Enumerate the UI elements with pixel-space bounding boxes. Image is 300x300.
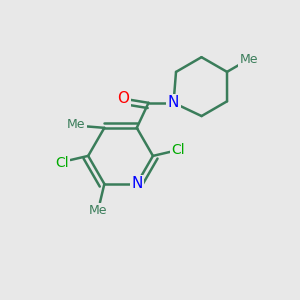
Text: O: O <box>118 91 130 106</box>
Text: N: N <box>168 95 179 110</box>
Text: N: N <box>131 176 142 191</box>
Text: Me: Me <box>89 204 108 217</box>
Text: Cl: Cl <box>171 143 185 157</box>
Text: Me: Me <box>239 53 258 66</box>
Text: Me: Me <box>67 118 86 131</box>
Text: Cl: Cl <box>55 156 68 170</box>
